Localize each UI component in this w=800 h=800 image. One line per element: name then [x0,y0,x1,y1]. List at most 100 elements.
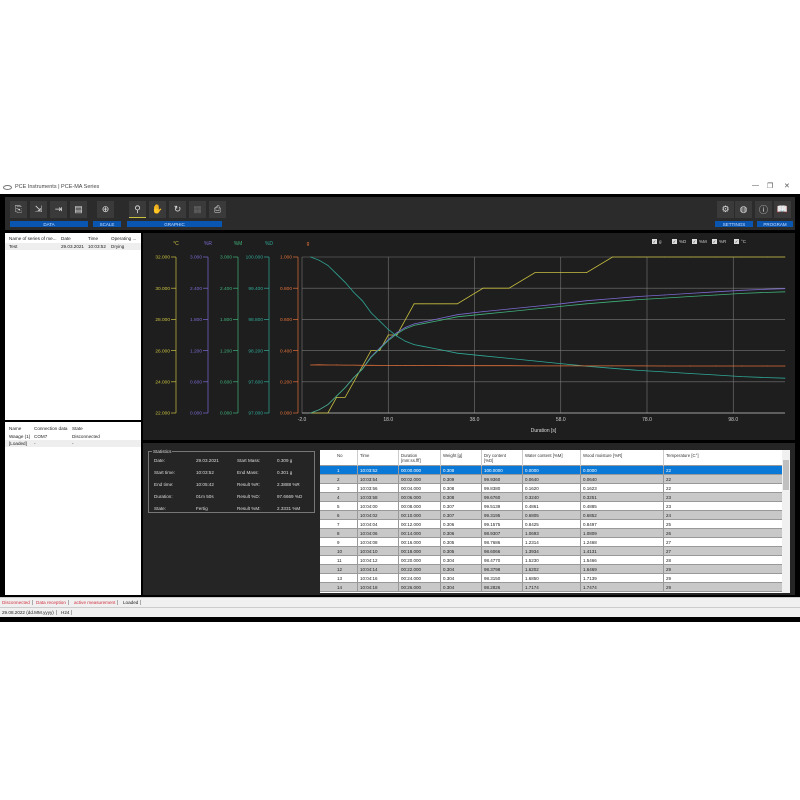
pan-hand-icon[interactable]: ✋ [149,201,166,218]
checkbox-icon[interactable]: ✓ [712,239,717,244]
reset-icon[interactable]: ↻ [169,201,186,218]
table-row[interactable]: 13 10:04:16 00:24.000 0.304 98.3150 1.6850 1.7… [320,574,782,583]
column-header[interactable]: Wood moisture [%R] [583,453,623,458]
column-header[interactable]: Name [9,426,22,431]
table-cell: 1.2468 [583,540,597,545]
export-icon[interactable]: ⇥ [50,201,67,218]
data-point [741,376,743,377]
legend-toggle[interactable]: ✓ g [652,239,662,244]
manual-book-icon[interactable]: 📖 [774,201,791,218]
column-header[interactable]: State [72,426,83,431]
table-cell: 0.4885 [583,504,597,509]
table-cell: 0.0640 [525,477,539,482]
data-point [310,412,312,414]
data-point [405,340,406,342]
table-row[interactable]: 7 10:04:04 00:12.000 0.306 99.1575 0.8425 0.84… [320,520,782,529]
table-row[interactable]: 8 10:04:06 00:14.000 0.306 98.9307 1.0693 1.08… [320,529,782,538]
table-row[interactable]: 12 10:04:14 00:22.000 0.304 98.3798 1.6202 1.6… [320,565,782,574]
info-icon[interactable]: ⓘ [755,201,772,218]
series-line-C [310,256,785,414]
minimize-button[interactable]: — [752,182,759,189]
column-header[interactable]: Name of series of me... [9,236,57,241]
data-point [612,256,613,258]
column-divider [481,520,482,529]
table-row[interactable]: 11 10:04:12 00:20.000 0.304 98.4770 1.5230 1.5… [320,556,782,565]
column-divider [357,493,358,502]
data-point [353,381,355,383]
legend-toggle[interactable]: ✓ %M [692,239,707,244]
close-button[interactable]: ✕ [784,183,790,190]
data-point [318,364,320,366]
column-divider [398,520,399,529]
column-header[interactable]: Connection data [34,426,68,431]
series-row[interactable]: Test 29.03.2021 10:03:52 Drying [5,243,141,250]
table-row[interactable]: 9 10:04:08 00:16.000 0.305 98.7686 1.2314 1.24… [320,538,782,547]
table-cell: 9 [337,540,340,545]
checkbox-icon[interactable]: ✓ [652,239,657,244]
column-header[interactable]: Weight [g] [443,453,463,458]
data-point [379,350,381,351]
checkbox-icon[interactable]: ✓ [734,239,739,244]
import-icon[interactable]: ⇲ [30,201,47,218]
legend-toggle[interactable]: ✓ %D [672,239,686,244]
legend-toggle[interactable]: ✓ %R [712,239,726,244]
table-row[interactable]: 5 10:04:00 00:08.000 0.307 99.5139 0.4861 0.48… [320,502,782,511]
table-row[interactable]: 2 10:03:54 00:02.000 0.309 99.9360 0.0640 0.06… [320,475,782,484]
table-row[interactable]: 3 10:03:56 00:04.000 0.308 99.8380 0.1620 0.16… [320,484,782,493]
table-row[interactable]: ▸110:03:5200:00.0000.308100.00000.00000.… [320,466,782,475]
zoom-icon[interactable]: ⚲ [129,201,146,218]
grid-icon[interactable]: ▦ [189,201,206,218]
column-header[interactable]: Time [360,453,370,458]
column-header[interactable]: No [337,453,343,458]
y-tick-label: 97.600 [248,380,263,386]
table-cell: 00:04.000 [401,486,422,491]
table-cell: 22 [666,486,672,491]
scrollbar-thumb[interactable] [783,460,789,490]
table-row[interactable]: 4 10:03:58 00:06.000 0.308 99.6760 0.3240 0.32… [320,493,782,502]
measurement-chart[interactable]: -2.0 18.0 38.0 58.0 78.0 98.0 Duration [s] °C 22… [143,233,795,440]
column-divider [440,475,441,484]
data-point [336,273,337,275]
column-divider [522,574,523,583]
zoom-fit-icon[interactable]: ⊕ [97,201,114,218]
column-header[interactable]: Date [61,236,71,241]
column-header[interactable]: Time [88,236,99,241]
language-globe-icon[interactable]: ◍ [735,201,752,218]
data-point [482,365,484,367]
table-cell: 00:14.000 [401,531,422,536]
table-row[interactable]: 14 10:04:18 00:26.000 0.304 98.2826 1.7174 1.7… [320,583,782,592]
column-header[interactable]: Duration [mm:ss.fff] [401,453,421,463]
column-divider [398,450,399,466]
connection-row[interactable]: Waage (1) COM7 Disconnected [5,433,141,440]
column-header[interactable]: Temperature [C°] [666,453,699,458]
column-header[interactable]: Operating ... [111,236,137,241]
table-cell: 10:04:00 [360,504,378,509]
x-tick-label: 38.0 [470,417,480,423]
checkbox-icon[interactable]: ✓ [692,239,697,244]
connection-row[interactable]: [Loaded] - - [5,440,141,447]
table-cell: 1.7474 [583,585,597,590]
measurement-table[interactable]: No Time Duration [mm:ss.fff] Weight [g] Dry … [320,450,790,593]
column-divider [357,556,358,565]
table-row[interactable]: 6 10:04:02 00:10.000 0.307 99.3195 0.6805 0.68… [320,511,782,520]
maximize-button[interactable]: ❐ [767,183,774,190]
legend-toggle[interactable]: ✓ °C [734,239,746,244]
column-header[interactable]: Dry content [%D] [484,453,506,463]
table-cell: 1.6469 [583,567,597,572]
y-tick-label: 98.200 [248,348,263,354]
column-divider [357,574,358,583]
table-scrollbar[interactable] [782,450,790,593]
legend-label: °C [741,239,747,244]
print-icon[interactable]: ⎙ [209,201,226,218]
data-point [336,395,337,397]
data-point [405,326,406,328]
column-header[interactable]: Water content [%M] [525,453,563,458]
checkbox-icon[interactable]: ✓ [672,239,677,244]
table-cell: 98.4770 [484,558,501,563]
connect-icon[interactable]: ⎘ [10,201,27,218]
table-row[interactable]: 10 10:04:10 00:18.000 0.305 98.6066 1.3934 1.4… [320,547,782,556]
column-divider [398,484,399,493]
data-point [689,296,691,297]
save-icon[interactable]: ▤ [70,201,87,218]
settings-gear-icon[interactable]: ⚙ [717,201,734,218]
